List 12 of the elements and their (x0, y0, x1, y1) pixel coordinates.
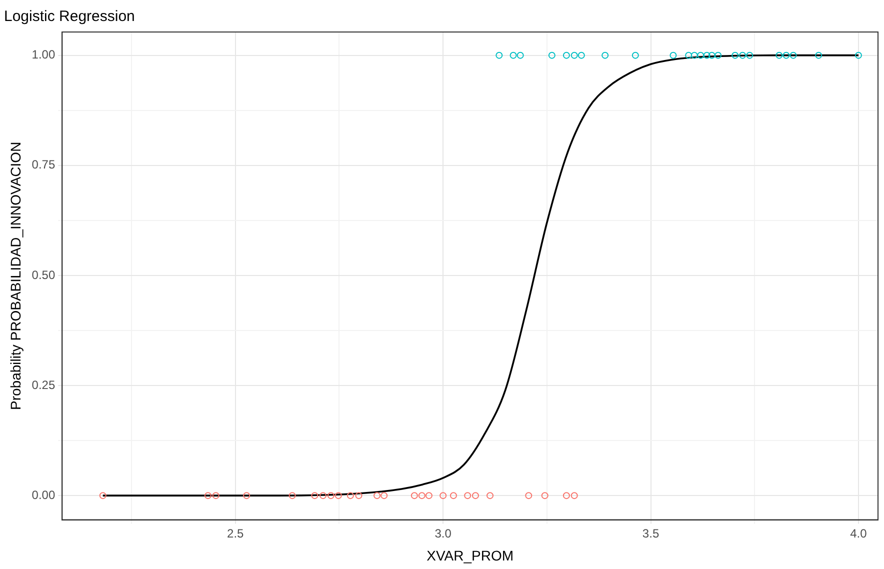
y-tick-label: 0.75 (32, 158, 56, 172)
y-axis-title: Probability PROBABILIDAD_INNOVACION (7, 142, 24, 410)
y-tick-label: 0.50 (32, 268, 56, 282)
x-tick-label: 2.5 (227, 526, 244, 540)
x-tick-label: 3.0 (434, 526, 452, 540)
x-axis-title: XVAR_PROM (426, 547, 514, 564)
y-tick-label: 0.00 (32, 488, 56, 502)
y-tick-label: 0.25 (32, 378, 56, 392)
x-tick-label: 4.0 (850, 526, 868, 540)
y-tick-label: 1.00 (32, 48, 56, 62)
x-tick-label: 3.5 (642, 526, 660, 540)
chart-title: Logistic Regression (4, 8, 135, 26)
